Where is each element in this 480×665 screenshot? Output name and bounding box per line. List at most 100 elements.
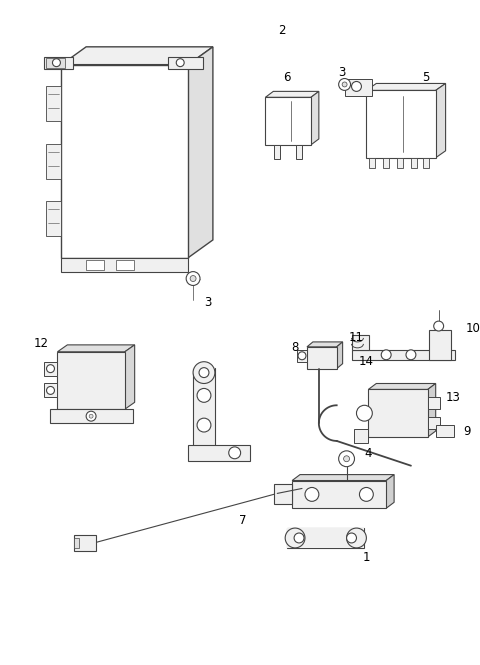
Circle shape [199, 368, 209, 378]
Polygon shape [265, 91, 319, 97]
Bar [61, 65, 188, 258]
Text: 14: 14 [359, 355, 374, 368]
Polygon shape [351, 335, 369, 350]
Polygon shape [125, 345, 135, 409]
Circle shape [381, 350, 391, 360]
Bar [61, 258, 188, 271]
Bar [429, 330, 451, 360]
Circle shape [89, 414, 93, 418]
Polygon shape [188, 47, 213, 258]
Bar [44, 57, 73, 68]
Bar [353, 429, 368, 443]
Text: 13: 13 [446, 391, 461, 404]
Circle shape [190, 275, 196, 281]
Bar [383, 158, 389, 168]
Text: 6: 6 [283, 71, 291, 84]
Polygon shape [336, 342, 343, 368]
Bar [46, 58, 65, 68]
Text: 2: 2 [278, 25, 286, 37]
Bar [46, 201, 61, 236]
Bar [44, 362, 58, 376]
Bar [366, 90, 436, 158]
Bar [292, 481, 386, 508]
Bar [74, 538, 79, 548]
Bar [345, 78, 372, 96]
Polygon shape [368, 384, 436, 390]
Circle shape [52, 59, 60, 66]
Polygon shape [351, 350, 456, 360]
Circle shape [47, 386, 54, 394]
Text: 8: 8 [291, 341, 299, 354]
Bar [368, 390, 428, 437]
Bar [274, 485, 292, 504]
Circle shape [186, 271, 200, 285]
Bar [46, 144, 61, 178]
Bar [193, 368, 215, 372]
Circle shape [342, 82, 347, 87]
Text: 7: 7 [239, 513, 246, 527]
Bar [369, 158, 375, 168]
Circle shape [197, 388, 211, 402]
Polygon shape [307, 342, 343, 347]
Bar [265, 97, 311, 145]
Bar [423, 158, 429, 168]
Bar [116, 260, 133, 269]
Text: 5: 5 [422, 71, 430, 84]
Polygon shape [311, 91, 319, 145]
Text: 12: 12 [34, 337, 49, 350]
Circle shape [285, 528, 305, 548]
Bar [44, 384, 58, 398]
Circle shape [339, 451, 355, 467]
Bar [193, 368, 215, 455]
Text: 11: 11 [349, 331, 364, 344]
Polygon shape [436, 84, 445, 158]
Circle shape [351, 82, 361, 91]
Circle shape [176, 59, 184, 66]
Bar [168, 57, 203, 68]
Circle shape [347, 528, 366, 548]
Polygon shape [386, 475, 394, 508]
Text: 3: 3 [204, 296, 212, 309]
Bar [411, 158, 417, 168]
Bar [49, 409, 132, 423]
Bar [274, 145, 280, 159]
Circle shape [298, 352, 306, 360]
Text: 3: 3 [338, 66, 345, 79]
Circle shape [434, 321, 444, 331]
Bar [296, 145, 302, 159]
Polygon shape [58, 345, 135, 352]
Bar [428, 417, 440, 429]
Polygon shape [428, 384, 436, 437]
Circle shape [47, 364, 54, 372]
Polygon shape [366, 84, 445, 90]
Circle shape [406, 350, 416, 360]
Bar [397, 158, 403, 168]
Polygon shape [61, 47, 213, 65]
Text: 10: 10 [466, 322, 480, 334]
Circle shape [339, 78, 350, 90]
Polygon shape [292, 475, 394, 481]
Text: 4: 4 [365, 448, 372, 460]
Bar [188, 445, 250, 461]
Bar [287, 528, 364, 548]
Bar [297, 350, 307, 362]
Circle shape [360, 487, 373, 501]
Bar [74, 535, 96, 551]
Bar [46, 86, 61, 121]
Bar [307, 347, 336, 368]
Circle shape [197, 418, 211, 432]
Bar [436, 425, 454, 437]
Circle shape [229, 447, 240, 459]
Bar [58, 352, 125, 409]
Circle shape [294, 533, 304, 543]
Bar [86, 260, 104, 269]
Circle shape [86, 411, 96, 421]
Bar [287, 528, 364, 548]
Circle shape [193, 362, 215, 384]
Circle shape [305, 487, 319, 501]
Circle shape [357, 405, 372, 421]
Circle shape [344, 456, 349, 462]
Circle shape [347, 533, 357, 543]
Bar [428, 398, 440, 409]
Text: 1: 1 [362, 551, 370, 565]
